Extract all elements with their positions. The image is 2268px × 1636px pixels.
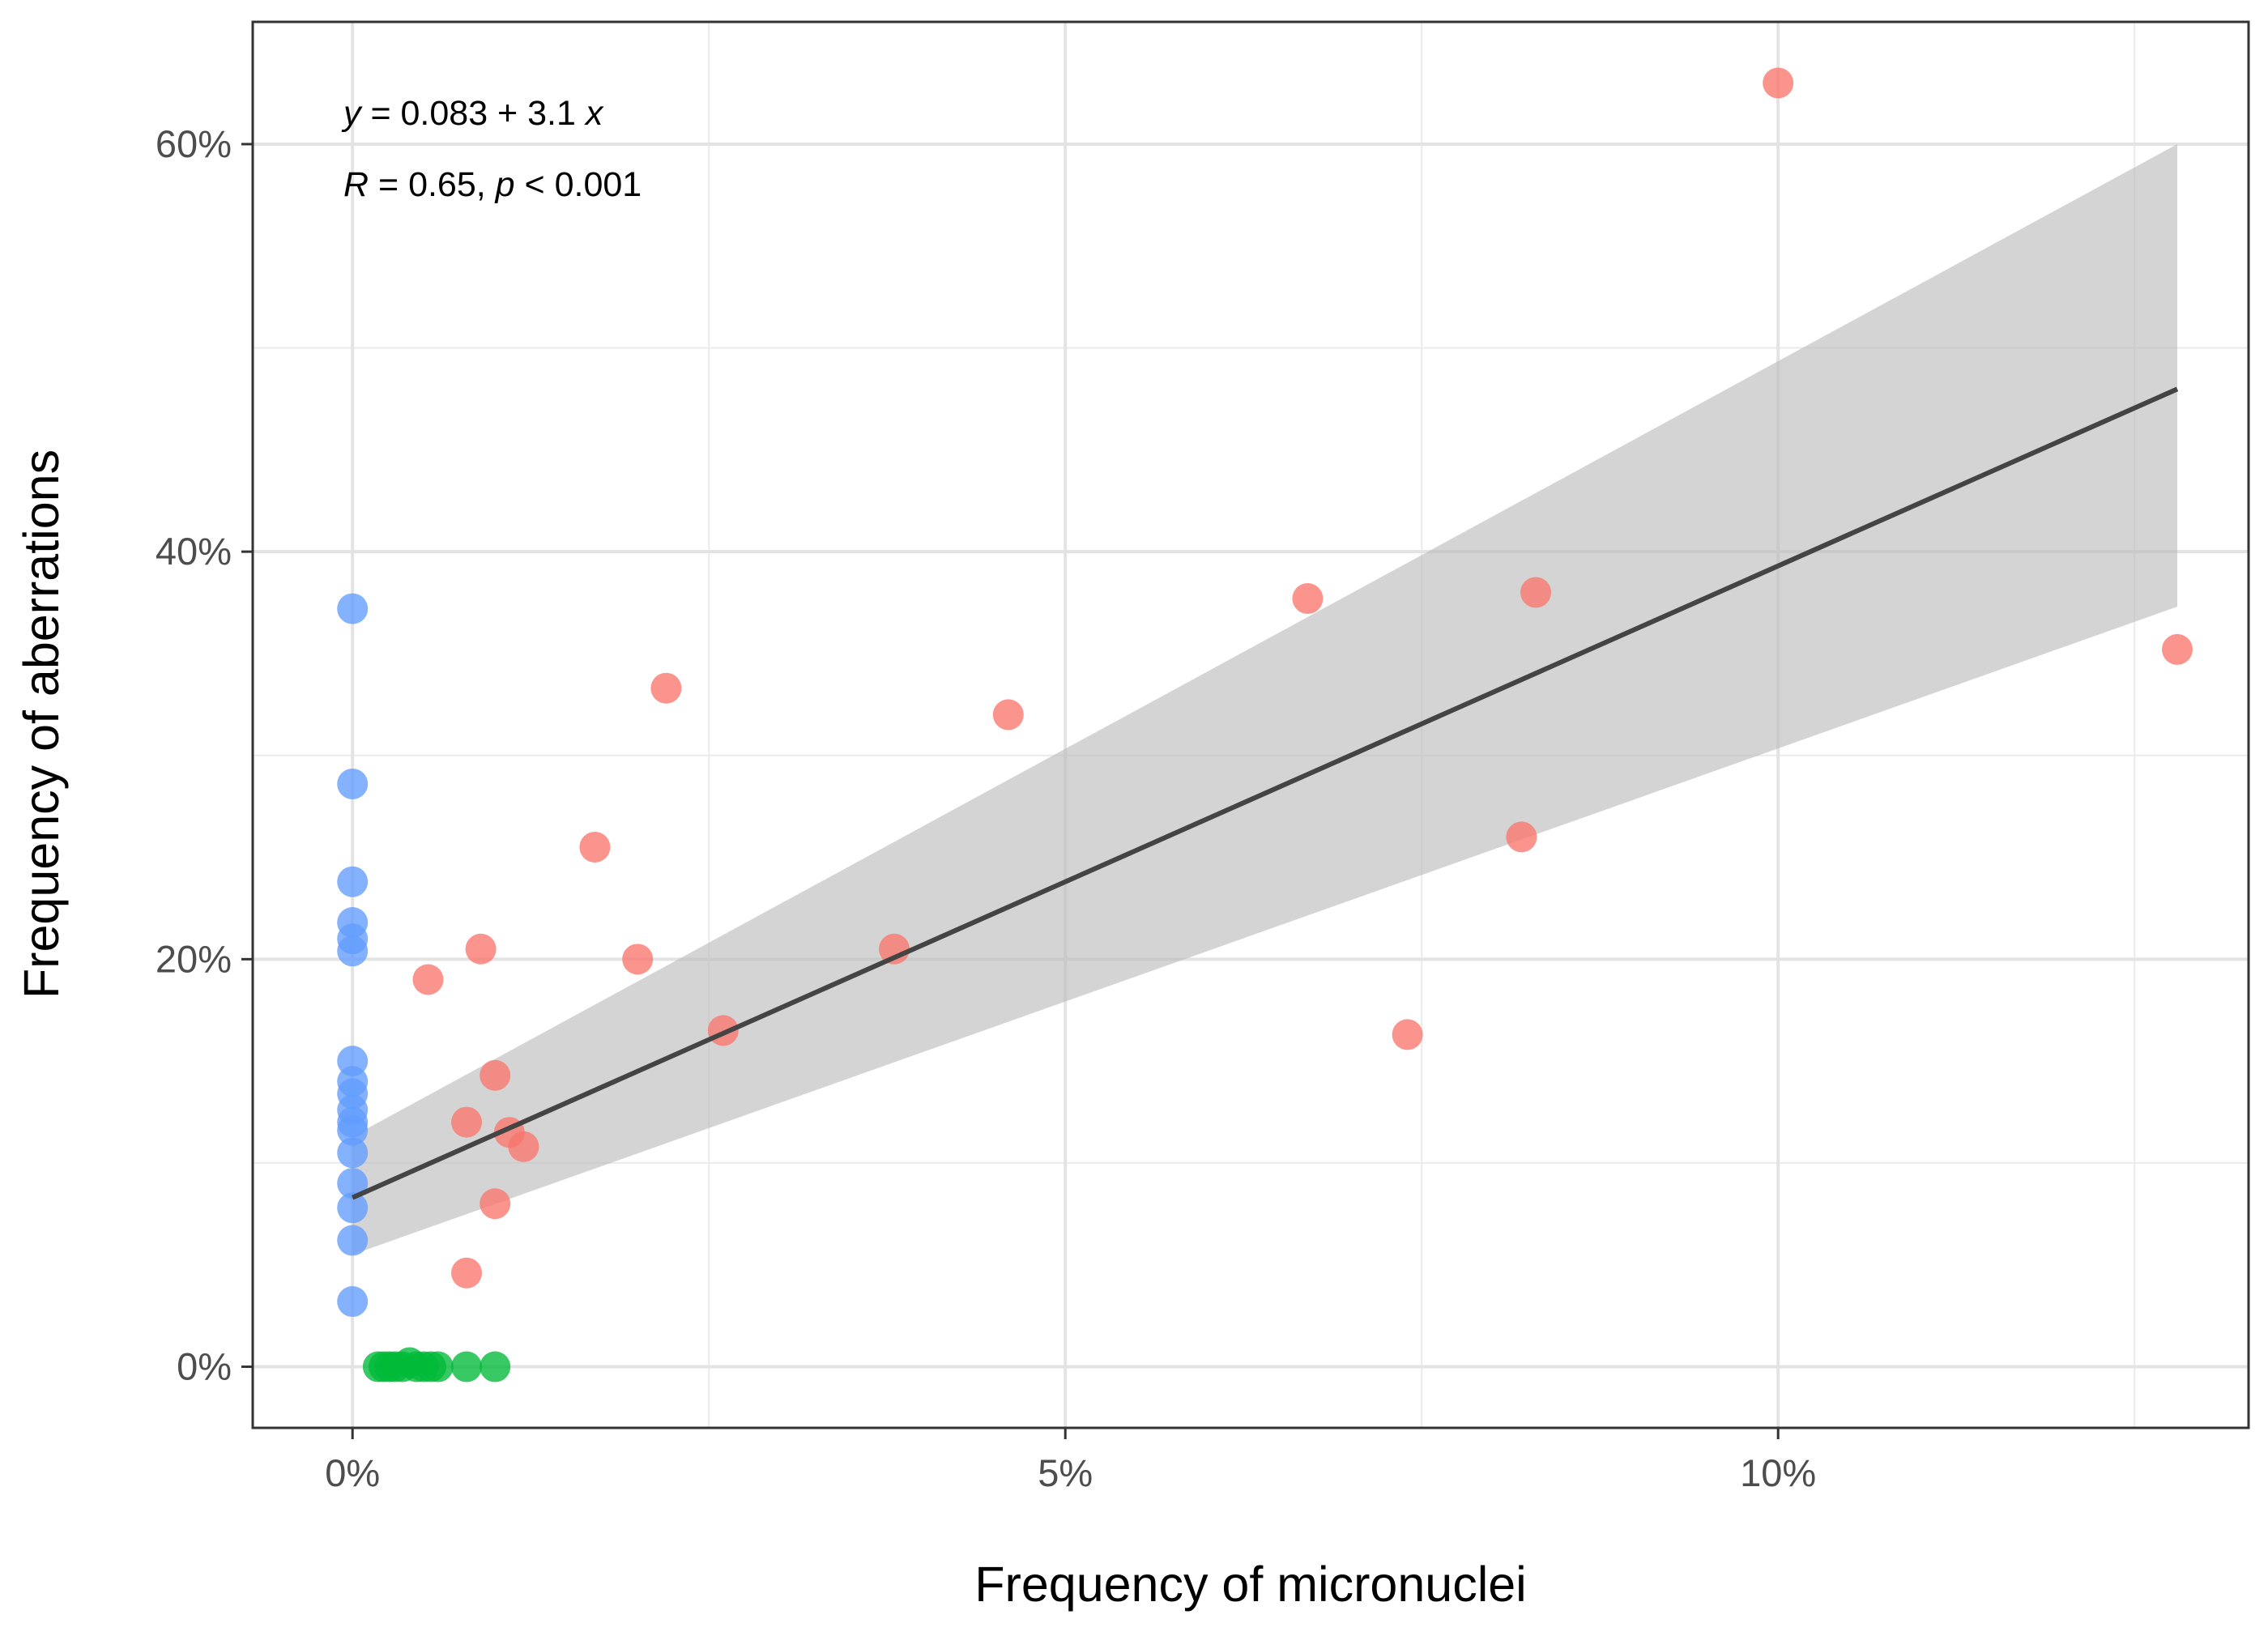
data-point-red (508, 1131, 539, 1162)
data-point-red (465, 933, 497, 965)
stat-r-value: = 0.65, (369, 165, 496, 204)
equation-x-var: x (584, 94, 604, 133)
y-tick-label: 20% (156, 937, 232, 980)
data-point-red (622, 944, 654, 975)
data-point-red (1292, 583, 1324, 615)
equation-y-var: y (341, 94, 363, 133)
panel-border (251, 20, 2250, 1429)
stat-p-value: < 0.001 (515, 165, 642, 204)
data-point-blue (337, 593, 369, 624)
data-point-red (480, 1059, 511, 1091)
data-point-red (2162, 633, 2193, 665)
data-point-blue (337, 866, 369, 897)
y-tick-label: 60% (156, 122, 232, 165)
data-point-blue (337, 935, 369, 967)
data-point-blue (337, 1114, 369, 1146)
data-point-red (412, 964, 444, 995)
data-point-red (451, 1106, 482, 1138)
regression-equation: y = 0.083 + 3.1 x (341, 94, 604, 133)
data-point-blue (337, 1286, 369, 1318)
data-point-green (451, 1351, 482, 1383)
x-axis-title: Frequency of micronuclei (974, 1557, 1526, 1612)
data-point-blue (337, 1192, 369, 1224)
equation-body: = 0.083 + 3.1 (361, 94, 586, 133)
stat-r-symbol: R (343, 165, 369, 204)
regression-line-segment (351, 386, 2179, 1200)
data-point-red (480, 1188, 511, 1220)
x-tick-label: 5% (1038, 1451, 1093, 1494)
confidence-band-area (352, 143, 2178, 1255)
y-tick-label: 40% (156, 530, 232, 573)
data-point-blue (337, 1168, 369, 1199)
data-point-red (992, 699, 1024, 731)
data-point-red (1763, 67, 1794, 99)
stat-p-symbol: p (494, 165, 515, 204)
data-point-green (480, 1351, 511, 1383)
confidence-band (352, 143, 2178, 1255)
correlation-stats: R = 0.65, p < 0.001 (343, 165, 642, 204)
x-tick-label: 0% (325, 1451, 380, 1494)
axis-ticks (241, 143, 1780, 1439)
x-tick-label: 10% (1740, 1451, 1816, 1494)
axis-tick-labels: 0% 5% 10% 0% 20% 40% 60% (156, 122, 1816, 1494)
data-point-red (1506, 821, 1537, 853)
data-point-blue (337, 768, 369, 799)
regression-line (351, 386, 2179, 1200)
y-tick-label: 0% (177, 1345, 232, 1388)
data-point-red (1392, 1019, 1423, 1050)
y-axis-title: Frequency of aberrations (14, 449, 69, 999)
data-point-red (451, 1257, 482, 1289)
data-point-red (579, 831, 611, 863)
data-point-red (1520, 577, 1551, 608)
data-point-red (650, 672, 682, 704)
data-points (337, 67, 2193, 1383)
data-point-green (422, 1351, 454, 1383)
data-point-blue (337, 1225, 369, 1256)
data-point-blue (337, 1137, 369, 1169)
